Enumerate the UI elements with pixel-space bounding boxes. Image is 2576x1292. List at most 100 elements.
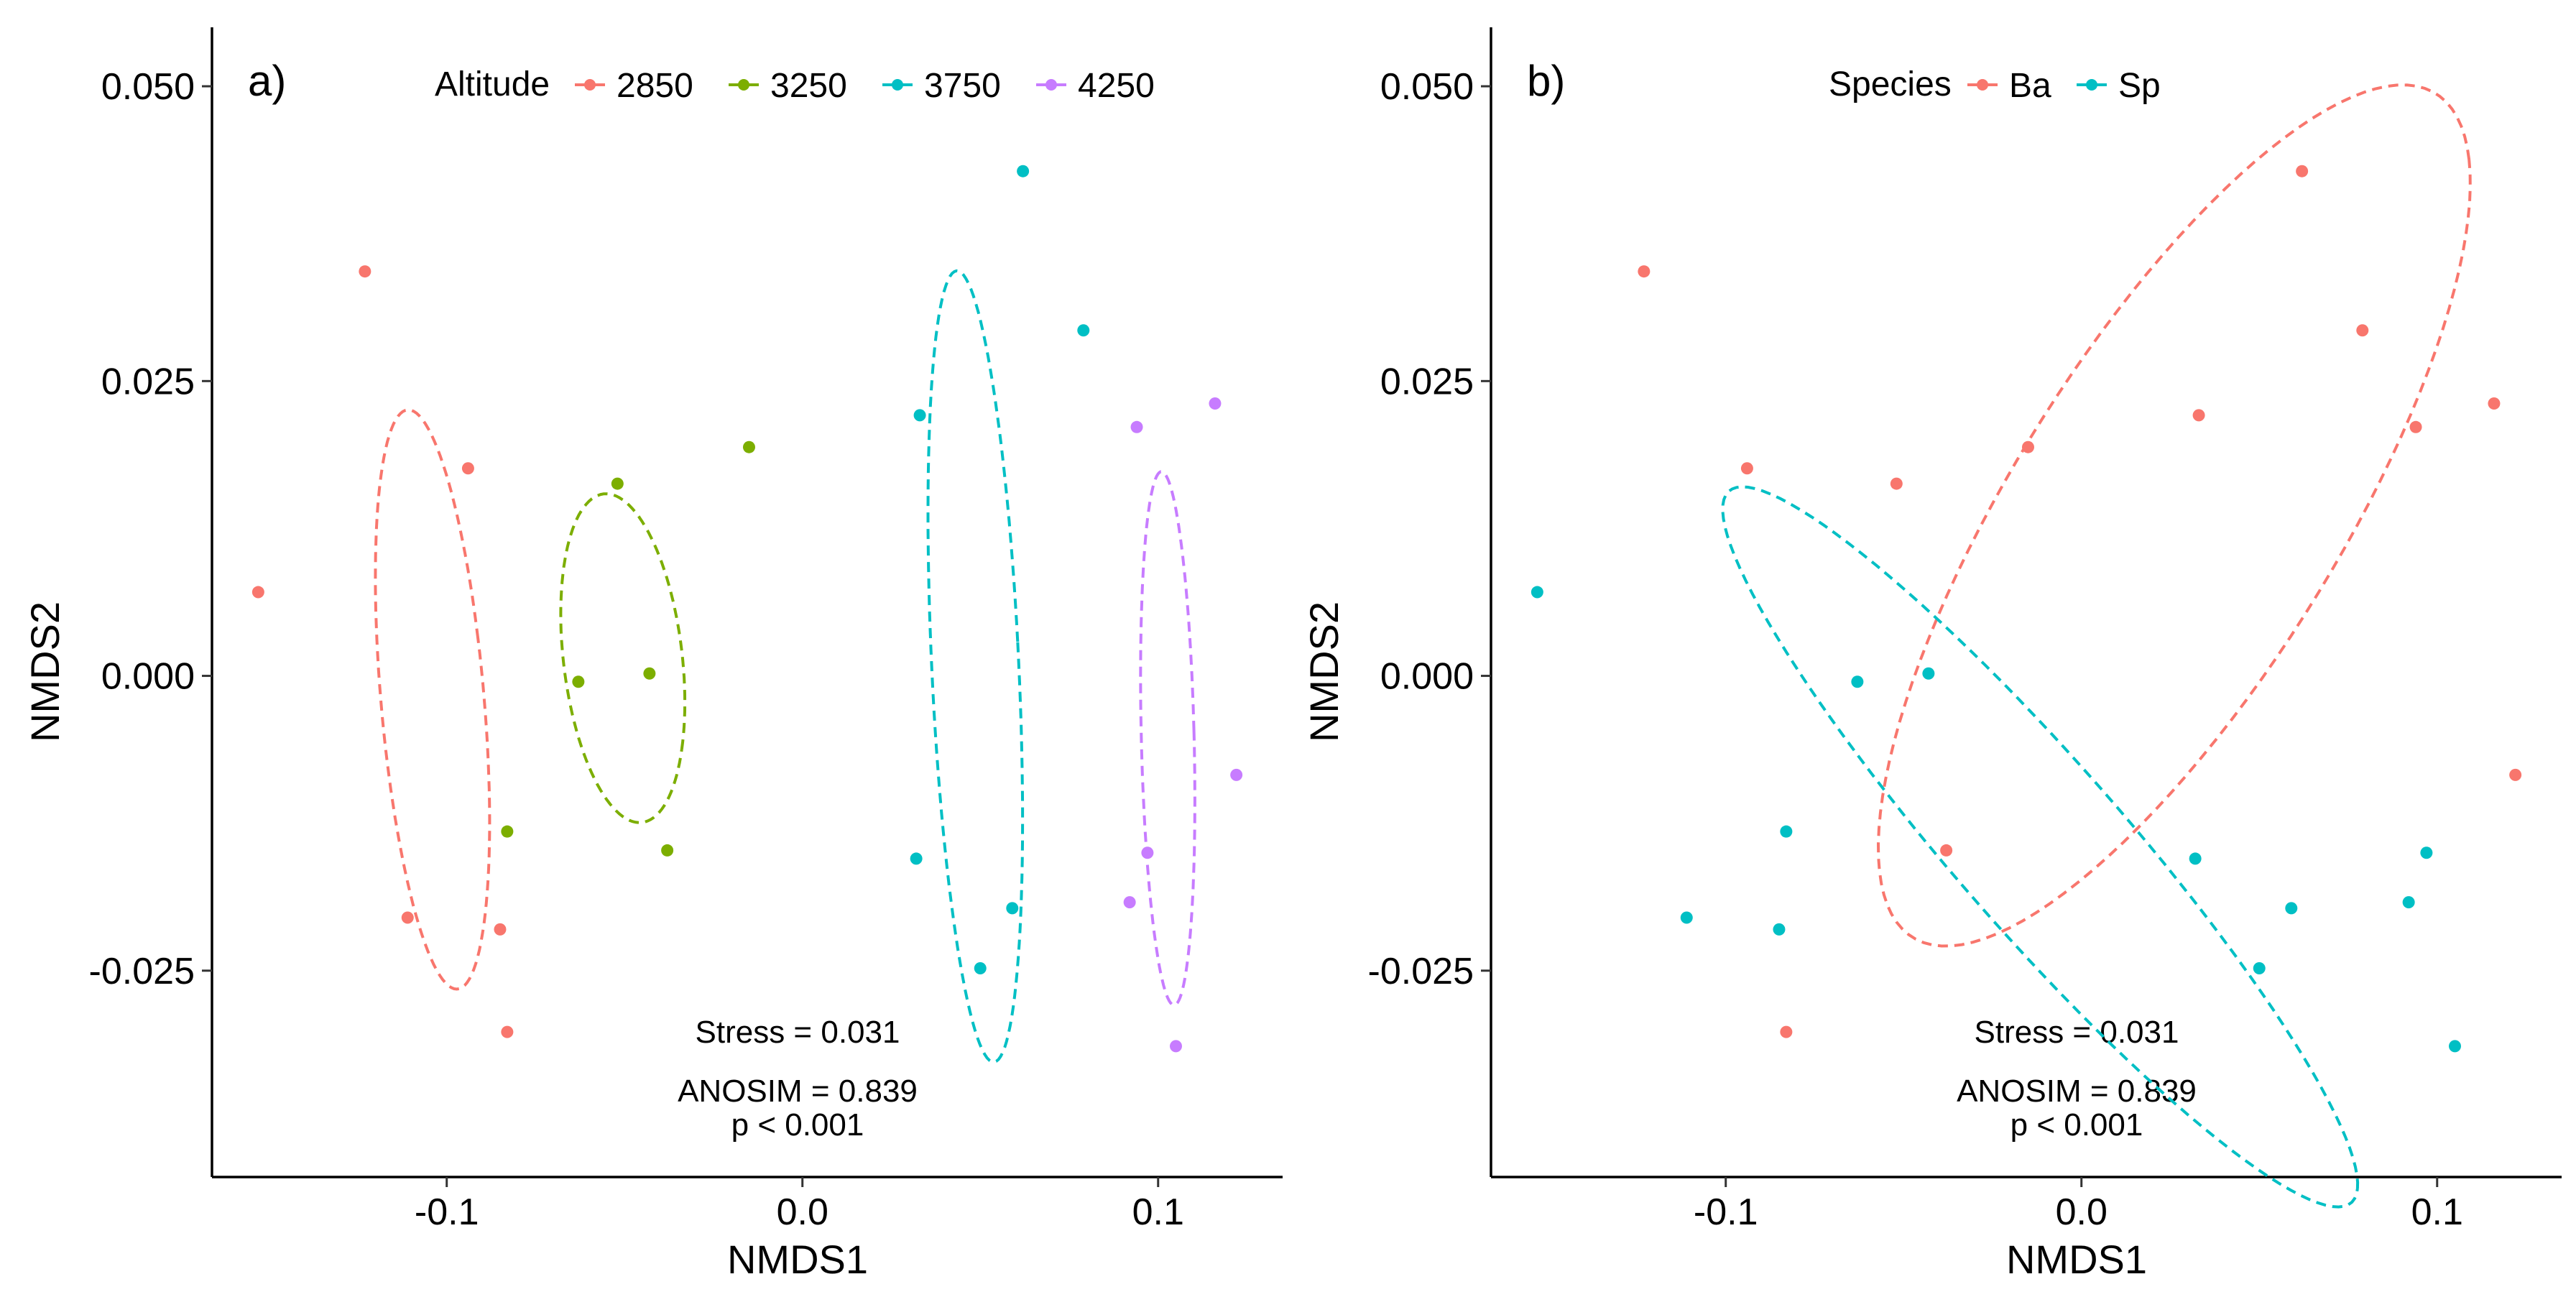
y-tick-label: -0.025 xyxy=(1368,951,1474,992)
panel-b-tag: b) xyxy=(1527,57,1565,105)
point-2850 xyxy=(359,265,371,278)
panel-a: a) Altitude 2850 3250 3750 4250 Stress = 0.… xyxy=(22,27,1283,1282)
point-3750 xyxy=(974,962,987,975)
point-4250 xyxy=(1209,397,1222,410)
anosim-text: ANOSIM = 0.839 xyxy=(678,1074,918,1109)
point-Ba xyxy=(2409,420,2422,433)
point-3750 xyxy=(913,409,926,422)
point-Sp xyxy=(2420,846,2433,859)
legend-item-4250: 4250 xyxy=(1036,67,1155,105)
legend-item-2850: 2850 xyxy=(575,67,693,105)
y-tick-label: 0.000 xyxy=(1380,656,1474,698)
legend-item-3250: 3250 xyxy=(729,67,847,105)
point-Sp xyxy=(2402,896,2415,909)
legend-item-Sp: Sp xyxy=(2077,67,2161,105)
point-Ba xyxy=(2509,768,2522,781)
stats-annotation: Stress = 0.031 ANOSIM = 0.839 p < 0.001 xyxy=(1957,1015,2197,1143)
y-tick-label: 0.025 xyxy=(1380,361,1474,402)
panel-a-tag: a) xyxy=(248,57,286,105)
point-3750 xyxy=(910,852,923,865)
x-axis-title: NMDS1 xyxy=(727,1237,868,1282)
point-Sp xyxy=(1680,911,1693,924)
point-2850 xyxy=(401,911,414,924)
point-Ba xyxy=(2296,165,2309,177)
legend-label: Ba xyxy=(2009,67,2051,105)
point-Sp xyxy=(2253,962,2266,975)
legend-title: Species xyxy=(1829,65,1952,103)
y-axis-title: NMDS2 xyxy=(22,601,68,742)
point-Sp xyxy=(1922,667,1935,680)
y-tick-label: 0.050 xyxy=(1380,66,1474,108)
point-Ba xyxy=(2021,440,2034,453)
point-3750 xyxy=(1006,902,1019,915)
point-Ba xyxy=(1940,844,1953,857)
ellipse-3250 xyxy=(559,492,687,824)
legend-key-dot xyxy=(738,79,749,91)
point-2850 xyxy=(501,1025,514,1038)
point-Sp xyxy=(1531,586,1543,599)
point-Ba xyxy=(2488,397,2501,410)
legend-label: 4250 xyxy=(1078,67,1155,105)
legend-key-dot xyxy=(2086,79,2097,91)
point-4250 xyxy=(1123,896,1136,909)
point-4250 xyxy=(1141,846,1154,859)
point-3750 xyxy=(1017,165,1030,177)
point-3250 xyxy=(742,440,755,453)
legend-item-Ba: Ba xyxy=(1967,67,2051,105)
x-axis-title: NMDS1 xyxy=(2006,1237,2147,1282)
p-value-text: p < 0.001 xyxy=(2011,1107,2143,1143)
legend-key-dot xyxy=(1045,79,1057,91)
y-tick-label: -0.025 xyxy=(89,951,195,992)
point-Sp xyxy=(1780,825,1793,838)
point-Sp xyxy=(1851,675,1864,688)
point-3250 xyxy=(572,675,585,688)
point-3250 xyxy=(611,477,624,490)
legend-title: Altitude xyxy=(435,65,550,103)
series-group xyxy=(1531,83,2522,1209)
point-Ba xyxy=(1638,265,1651,278)
point-2850 xyxy=(251,586,264,599)
axes: -0.1 0.0 0.1 -0.025 0.000 0.025 0.050 xyxy=(1368,27,2562,1233)
p-value-text: p < 0.001 xyxy=(731,1107,864,1143)
altitude-legend: Altitude 2850 3250 3750 4250 xyxy=(435,65,1155,105)
point-Ba xyxy=(2356,324,2369,337)
legend-label: 2850 xyxy=(617,67,693,105)
panel-b: b) Species Ba Sp Stress = 0.031 ANOSIM = … xyxy=(1301,27,2562,1282)
x-tick-label: 0.0 xyxy=(777,1191,828,1233)
ellipse-Ba xyxy=(1876,83,2472,948)
point-Sp xyxy=(1773,923,1786,936)
point-Ba xyxy=(1890,477,1903,490)
legend-label: 3250 xyxy=(770,67,847,105)
legend-key-dot xyxy=(584,79,596,91)
point-Ba xyxy=(1780,1025,1793,1038)
species-legend: Species Ba Sp xyxy=(1829,65,2161,105)
y-axis-title: NMDS2 xyxy=(1301,601,1347,742)
legend-key-dot xyxy=(892,79,903,91)
legend-item-3750: 3750 xyxy=(882,67,1001,105)
point-Sp xyxy=(2189,852,2202,865)
ellipse-4250 xyxy=(1139,470,1196,1007)
point-3250 xyxy=(643,667,656,680)
anosim-text: ANOSIM = 0.839 xyxy=(1957,1074,2197,1109)
legend-key-dot xyxy=(1977,79,1988,91)
ellipse-3750 xyxy=(926,269,1025,1064)
point-2850 xyxy=(461,462,474,475)
y-tick-label: 0.025 xyxy=(101,361,195,402)
point-4250 xyxy=(1230,768,1243,781)
x-tick-label: -0.1 xyxy=(1694,1191,1758,1233)
point-Ba xyxy=(1740,462,1753,475)
point-Sp xyxy=(2285,902,2298,915)
series-group xyxy=(251,165,1243,1064)
axes: -0.1 0.0 0.1 -0.025 0.000 0.025 0.050 xyxy=(89,27,1283,1233)
point-3250 xyxy=(661,844,674,857)
point-4250 xyxy=(1169,1040,1182,1053)
stress-text: Stress = 0.031 xyxy=(1975,1015,2179,1050)
x-tick-label: 0.1 xyxy=(1132,1191,1184,1233)
stress-text: Stress = 0.031 xyxy=(696,1015,900,1050)
x-tick-label: -0.1 xyxy=(415,1191,479,1233)
ellipse-2850 xyxy=(374,408,491,991)
y-tick-label: 0.050 xyxy=(101,66,195,108)
point-3750 xyxy=(1077,324,1090,337)
legend-label: 3750 xyxy=(924,67,1001,105)
